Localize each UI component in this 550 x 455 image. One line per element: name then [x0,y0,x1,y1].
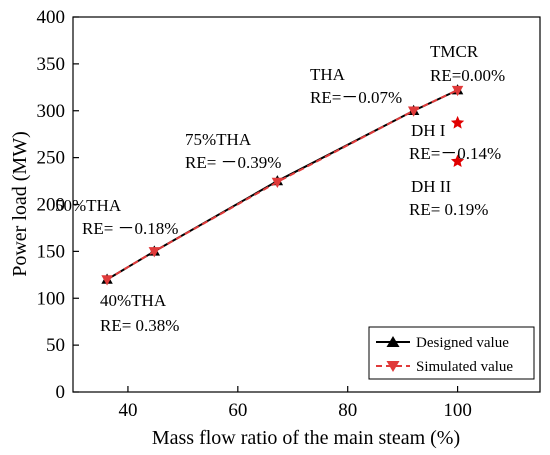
y-tick-label: 50 [46,335,65,356]
legend-simulated-label: Simulated value [416,359,513,375]
x-tick-label: 40 [118,400,137,421]
x-axis-title: Mass flow ratio of the main steam (%) [152,427,460,449]
y-tick-label: 250 [37,148,66,169]
annotation-tmcr-line2: RE=0.00% [430,66,505,85]
y-tick-label: 100 [37,288,66,309]
simulated-point [101,275,113,286]
legend-box [368,326,535,380]
annotation-tha-line2: RE=－0.07% [310,88,402,107]
annotation-75tha-line2: RE= －0.39% [185,153,281,172]
series-layer [101,84,465,286]
annotation-dh2-line1: DH II [411,177,451,196]
legend: Designed value Simulated value [368,326,535,380]
annotation-tha-line1: THA [310,65,346,84]
annotation-tmcr-line1: TMCR [430,42,479,61]
simulated-point [451,85,464,97]
legend-designed-label: Designed value [416,335,509,351]
annotation-40tha-line2: RE= 0.38% [100,316,179,335]
axis-ticks: 0 50 100 150 200 250 300 350 400 40 60 80 100 [37,7,472,421]
annotation-layer: TMCR RE=0.00% THA RE=－0.07% 75%THA RE= －0.39%… [55,42,505,335]
dh-point [450,154,465,167]
x-tick-label: 100 [443,400,472,421]
y-tick-label: 0 [56,382,66,403]
annotation-75tha-line1: 75%THA [185,130,252,149]
y-tick-label: 150 [37,241,66,262]
legend-simulated-marker [386,361,400,372]
y-tick-label: 300 [37,101,66,122]
y-axis-title: Power load (MW) [9,131,31,277]
annotation-40tha-line1: 40%THA [100,291,167,310]
annotation-50tha-line1: 50%THA [55,196,122,215]
y-tick-label: 200 [37,195,66,216]
annotation-dh1-line1: DH I [411,121,446,140]
simulated-point [271,177,284,188]
x-tick-label: 60 [228,400,247,421]
y-tick-label: 350 [37,54,66,75]
annotation-dh1-line2: RE=－0.14% [409,144,501,163]
x-tick-label: 80 [338,400,357,421]
simulated-point [407,106,420,117]
annotation-dh2-line2: RE= 0.19% [409,200,488,219]
dh-point [450,115,465,129]
simulated-point [148,247,161,258]
annotation-50tha-line2: RE= －0.18% [82,219,178,238]
y-tick-label: 400 [37,7,66,28]
legend-designed-marker [386,336,400,347]
